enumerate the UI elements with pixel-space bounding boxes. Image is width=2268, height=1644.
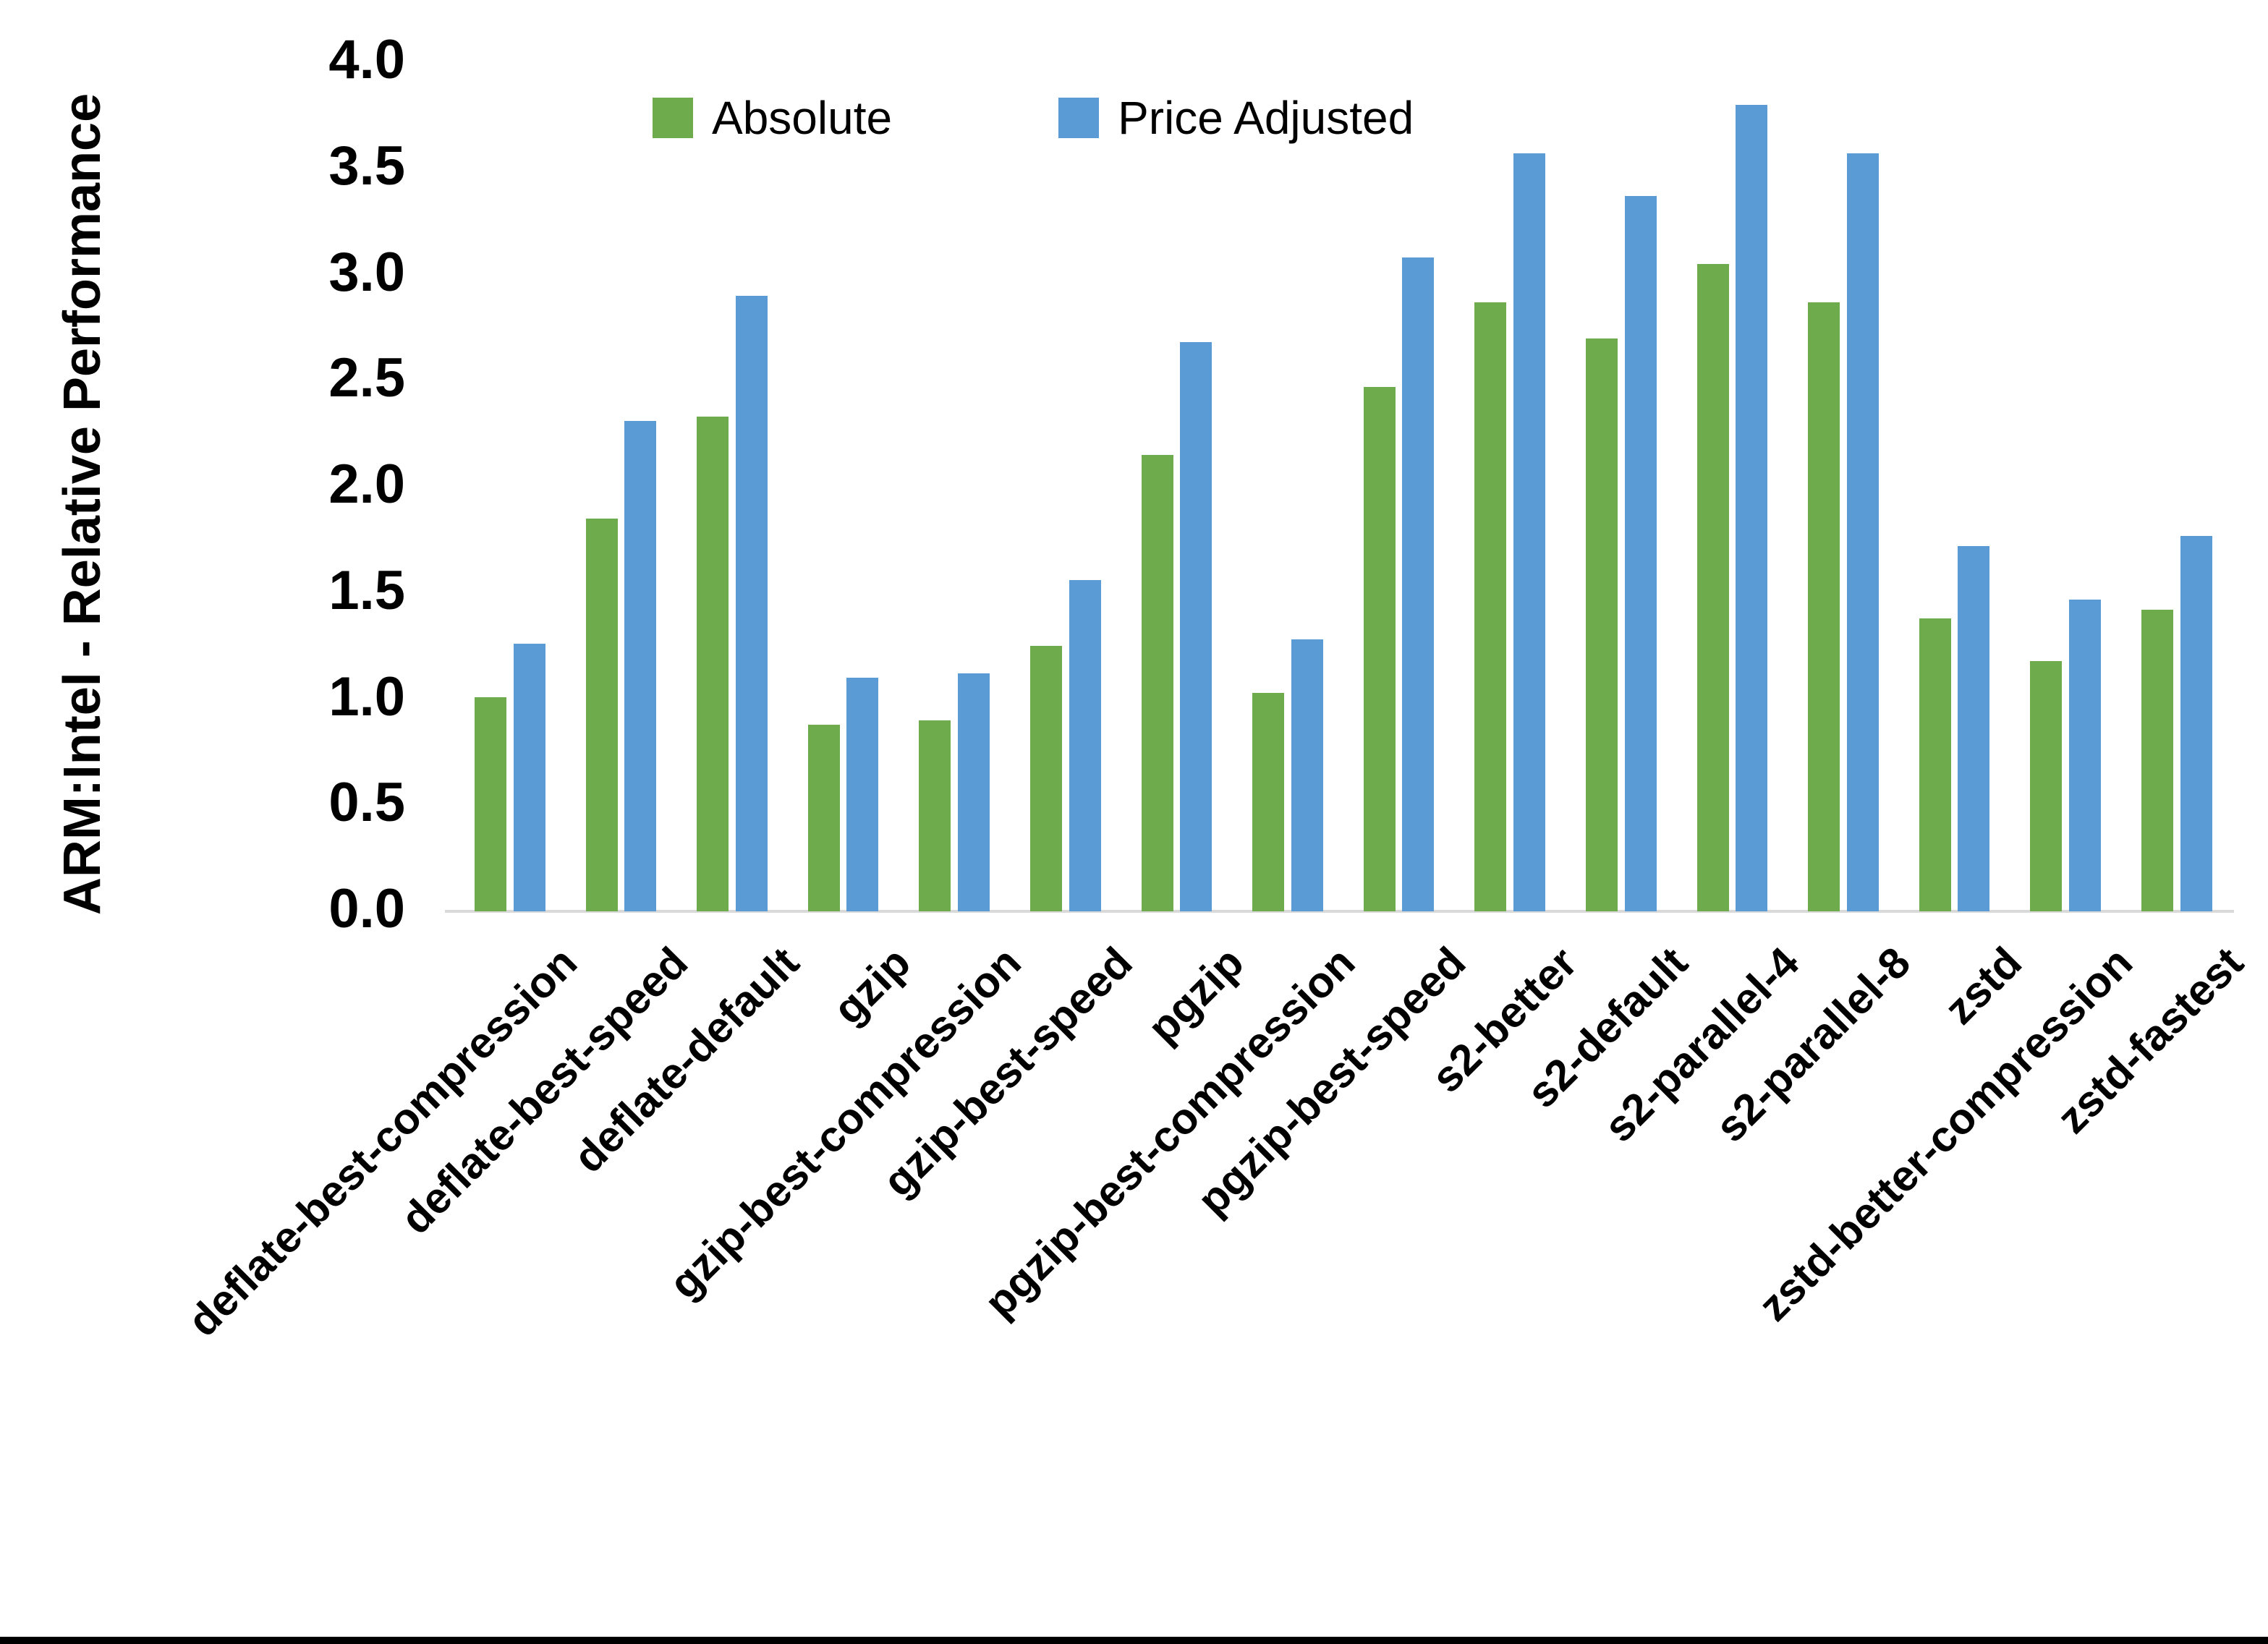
bar-absolute-gzip — [807, 724, 840, 911]
legend-item-price-adjusted: Price Adjusted — [1058, 91, 1414, 145]
chart-legend: Absolute Price Adjusted — [653, 91, 1414, 145]
bar-absolute-pgzip — [1141, 454, 1173, 911]
y-tick-label-3.0: 3.0 — [328, 241, 405, 303]
bar-absolute-s2-better — [1474, 302, 1507, 911]
y-tick-label-2.5: 2.5 — [328, 347, 405, 409]
bar-absolute-s2-parallel-8 — [1808, 302, 1840, 911]
bar-price-adjusted-zstd — [1958, 546, 1990, 911]
bar-price-adjusted-gzip — [846, 678, 879, 911]
x-category-label-s2-parallel-8: s2-parallel-8 — [1706, 937, 1920, 1151]
bar-price-adjusted-pgzip-best-compression — [1291, 639, 1323, 911]
bar-absolute-gzip-best-speed — [1030, 646, 1062, 911]
bar-absolute-s2-default — [1586, 338, 1618, 911]
bar-absolute-pgzip-best-compression — [1252, 692, 1285, 911]
legend-swatch-icon — [1058, 98, 1100, 138]
bar-price-adjusted-deflate-best-compression — [513, 644, 545, 911]
bar-absolute-s2-parallel-4 — [1696, 263, 1729, 911]
bar-price-adjusted-zstd-better-compression — [2068, 599, 2101, 911]
y-tick-label-1.0: 1.0 — [328, 665, 405, 728]
legend-label: Price Adjusted — [1118, 92, 1414, 144]
bar-price-adjusted-s2-better — [1513, 153, 1545, 911]
legend-swatch-icon — [653, 98, 693, 138]
bar-absolute-deflate-best-speed — [585, 519, 618, 911]
y-tick-label-2.0: 2.0 — [328, 453, 405, 516]
bar-absolute-zstd-fastest — [2141, 610, 2173, 911]
bottom-border — [0, 1637, 2268, 1644]
x-axis-line — [445, 910, 2234, 913]
bar-absolute-deflate-best-compression — [475, 697, 506, 911]
x-category-label-gzip: gzip — [823, 937, 919, 1034]
y-axis-title: ARM:Intel - Relative Performance — [54, 93, 111, 916]
bar-price-adjusted-zstd-fastest — [2180, 535, 2212, 911]
y-tick-label-4.0: 4.0 — [328, 29, 405, 91]
bar-price-adjusted-deflate-best-speed — [624, 421, 657, 911]
legend-item-absolute: Absolute — [653, 91, 892, 145]
legend-label: Absolute — [712, 92, 893, 144]
bar-absolute-zstd — [1919, 618, 1951, 911]
bar-price-adjusted-pgzip-best-speed — [1402, 257, 1435, 911]
bar-absolute-zstd-better-compression — [2030, 660, 2063, 911]
y-tick-label-1.5: 1.5 — [328, 559, 405, 621]
bar-price-adjusted-gzip-best-compression — [957, 673, 990, 911]
y-tick-label-3.5: 3.5 — [328, 135, 405, 197]
bar-absolute-pgzip-best-speed — [1363, 387, 1396, 911]
bar-price-adjusted-s2-default — [1624, 195, 1657, 911]
x-category-label-zstd: zstd — [1934, 937, 2031, 1034]
bar-absolute-deflate-default — [697, 417, 729, 911]
y-tick-label-0.0: 0.0 — [328, 878, 405, 940]
bar-price-adjusted-gzip-best-speed — [1069, 580, 1101, 911]
bar-price-adjusted-s2-parallel-8 — [1846, 153, 1879, 911]
bar-price-adjusted-deflate-default — [735, 295, 768, 911]
bar-price-adjusted-pgzip — [1180, 342, 1212, 911]
bar-absolute-gzip-best-compression — [919, 720, 951, 911]
y-tick-label-0.5: 0.5 — [328, 772, 405, 834]
bar-price-adjusted-s2-parallel-4 — [1736, 104, 1768, 911]
